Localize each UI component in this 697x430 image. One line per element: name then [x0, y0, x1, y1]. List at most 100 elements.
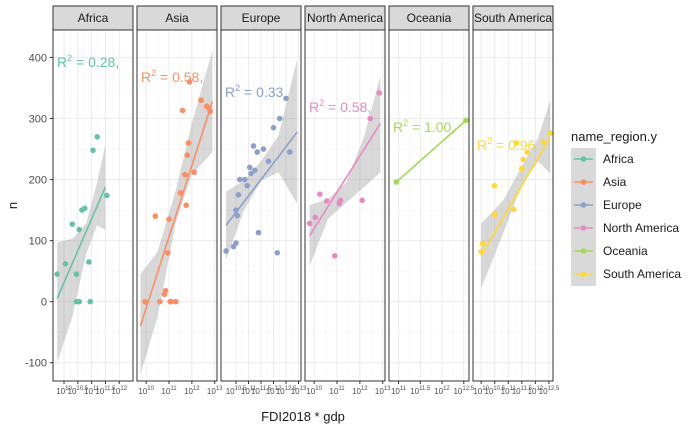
confidence-band: [226, 58, 298, 261]
x-tick-label: 1010.5: [68, 386, 89, 396]
panel-grid: [305, 30, 385, 381]
data-point: [233, 240, 239, 246]
x-tick-label: 1010.5: [484, 386, 505, 396]
data-point: [367, 115, 373, 122]
panel-border: [52, 29, 134, 382]
data-point: [463, 117, 469, 124]
x-tick-label: 1010: [473, 386, 489, 396]
data-point: [166, 216, 172, 223]
data-point: [276, 115, 283, 122]
data-point: [152, 213, 159, 219]
data-point: [491, 211, 498, 218]
r-squared-label: R2 = 0.33: [225, 83, 284, 100]
legend-key-point: [580, 248, 587, 254]
panel-border: [388, 29, 470, 382]
r-squared-label: R2 = 0.58,: [309, 98, 371, 115]
data-point: [103, 192, 110, 199]
x-tick-label: 1010: [306, 386, 322, 396]
data-point: [251, 167, 258, 174]
x-tick-label: 1011: [241, 386, 257, 396]
legend-label: Europe: [603, 198, 642, 212]
panel-border: [136, 29, 218, 382]
x-tick-label: 1012: [266, 386, 282, 396]
legend: name_region.y Africa Asia Europe North Amer…: [571, 129, 681, 286]
x-tick-label: 1013: [291, 386, 307, 396]
legend-key-background: [571, 148, 596, 286]
data-point: [265, 158, 272, 165]
data-point: [207, 108, 213, 114]
regression-line: [395, 119, 467, 183]
x-tick-label: 1012: [434, 386, 450, 396]
x-tick-label: 1011.5: [251, 386, 272, 396]
x-tick-label: 1011.5: [512, 386, 533, 396]
facet-strip-label: Oceania: [407, 11, 452, 25]
data-point: [312, 214, 319, 221]
facet-panel-4: Oceania R2 = 1.00, 1011 1011.5 1012 1012.5: [388, 5, 475, 396]
x-tick-label: 1012: [184, 386, 200, 396]
facet-strip-label: Africa: [78, 11, 109, 25]
x-tick-label: 1012.5: [276, 386, 297, 396]
data-point: [62, 260, 69, 267]
x-axis-title: FDI2018 * gdp: [261, 409, 345, 424]
x-tick-label: 1011.5: [95, 386, 116, 396]
facet-strip-label: Europe: [242, 11, 281, 25]
facet-strip: [304, 5, 386, 31]
data-point: [76, 226, 83, 233]
data-point: [274, 250, 281, 256]
panel-grid: [389, 30, 469, 381]
data-point: [478, 248, 484, 255]
y-tick-label: -100: [25, 358, 47, 370]
y-tick-label: 0: [41, 297, 47, 309]
y-axis-title: n: [5, 202, 20, 209]
r-squared-label: R2 = 1.00,: [393, 118, 455, 135]
facet-strip-label: South America: [474, 11, 552, 25]
regression-line: [139, 101, 214, 327]
data-point: [168, 298, 175, 305]
x-tick-label: 1011: [329, 386, 345, 396]
data-point: [479, 240, 486, 247]
x-tick-label: 1010: [56, 386, 72, 396]
y-tick-label: 100: [29, 236, 47, 248]
x-tick-label: 1011: [501, 386, 517, 396]
data-point: [177, 190, 184, 196]
legend-label: South America: [603, 267, 681, 281]
data-point: [157, 298, 163, 305]
data-point: [185, 140, 192, 146]
data-point: [250, 143, 257, 149]
facet-strip: [388, 5, 470, 31]
data-point: [235, 192, 242, 198]
data-point: [376, 90, 383, 96]
regression-line: [56, 186, 107, 299]
legend-title: name_region.y: [571, 129, 657, 144]
x-tick-label: 1011.5: [410, 386, 431, 396]
x-tick-label: 1010: [138, 386, 154, 396]
data-point: [540, 138, 547, 145]
legend-label: Oceania: [603, 244, 648, 258]
panel-background: [137, 30, 217, 381]
data-point: [510, 206, 517, 213]
data-point: [241, 176, 248, 183]
panel-background: [389, 30, 469, 381]
data-point: [73, 271, 80, 277]
x-tick-label: 1012: [528, 386, 544, 396]
data-point: [69, 221, 76, 227]
facet-strip: [220, 5, 302, 31]
facet-panel-3: North America R2 = 0.58, 1010 1011 1012 1013: [304, 5, 391, 396]
x-tick-label: 1010.5: [226, 386, 247, 396]
data-point: [260, 146, 267, 152]
data-point: [223, 248, 229, 254]
data-point: [90, 147, 96, 154]
data-point: [198, 97, 204, 103]
data-point: [183, 202, 189, 208]
data-point: [331, 253, 338, 259]
x-tick-label: 1011: [84, 386, 100, 396]
legend-key-point: [580, 156, 587, 162]
data-point: [513, 140, 520, 146]
data-point: [142, 298, 148, 305]
r-squared-label: R2 = 0.58,: [141, 68, 203, 85]
panel-grid: [137, 30, 217, 381]
x-tick-label: 1012.5: [539, 386, 560, 396]
data-point: [270, 124, 277, 131]
data-point: [94, 134, 100, 140]
